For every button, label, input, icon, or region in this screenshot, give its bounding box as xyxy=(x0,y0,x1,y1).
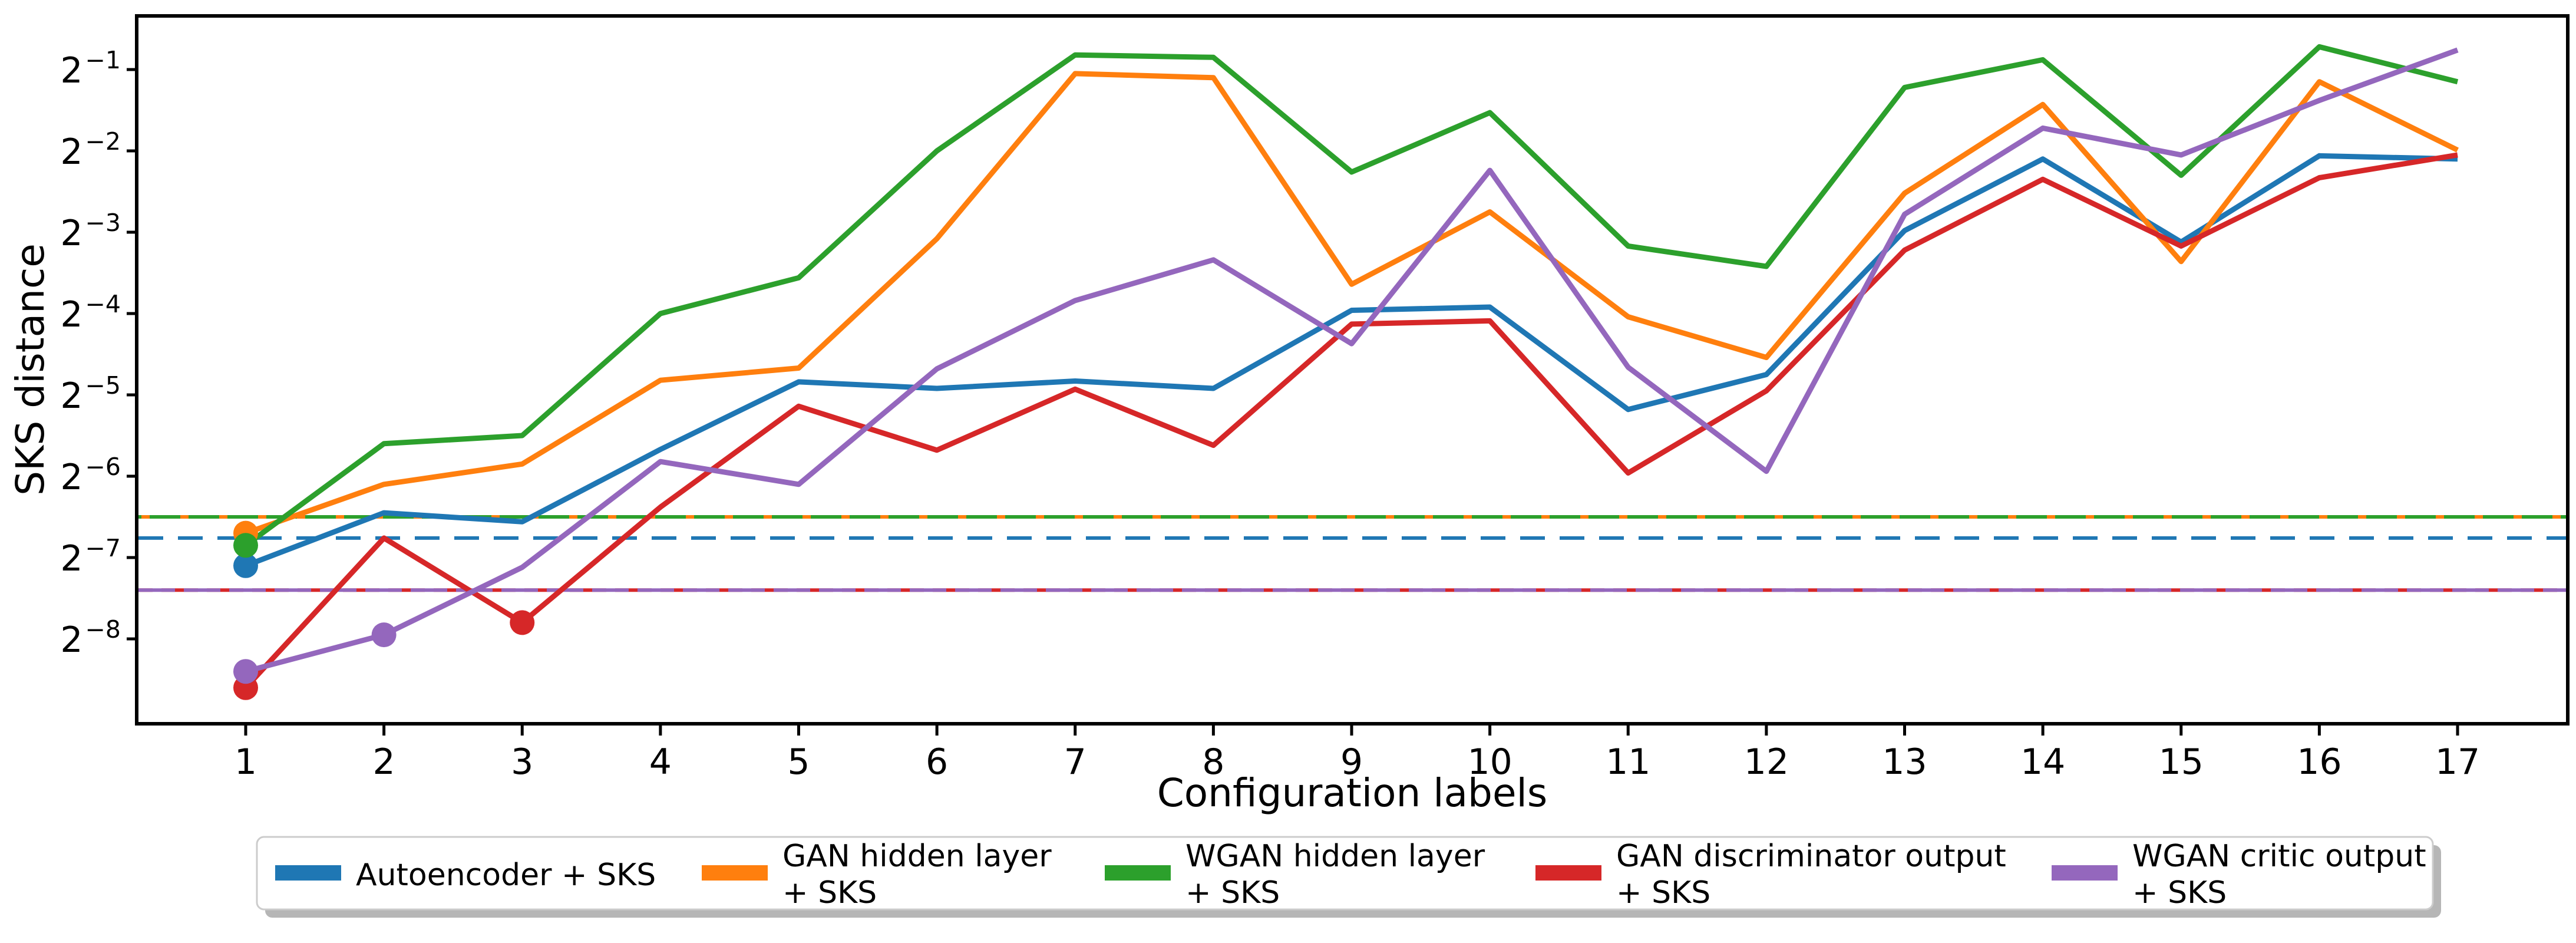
x-tick-label: 7 xyxy=(1064,741,1086,783)
x-tick-label: 3 xyxy=(511,741,533,783)
y-tick-label: 2−1 xyxy=(60,46,121,91)
y-tick-label: 2−5 xyxy=(60,371,121,417)
y-tick-label: 2−6 xyxy=(60,453,121,498)
x-tick-label: 5 xyxy=(787,741,810,783)
legend-box xyxy=(256,836,2434,911)
x-tick-label: 2 xyxy=(373,741,395,783)
baseline-group xyxy=(138,515,2566,592)
legend-swatch-gan-discriminator-output-sks xyxy=(1535,865,1601,881)
x-tick-label: 12 xyxy=(1744,741,1789,783)
y-tick-label: 2−4 xyxy=(60,290,121,335)
x-tick-label: 16 xyxy=(2297,741,2341,783)
legend-swatch-wgan-critic-output-sks xyxy=(2052,865,2118,881)
series-line-wgan-hidden-layer-sks xyxy=(244,44,2459,548)
x-axis-title: Configuration labels xyxy=(1157,770,1548,816)
series-line-wgan-critic-output-sks xyxy=(245,47,2459,674)
y-tick-label: 2−7 xyxy=(60,534,121,579)
x-tick-label: 17 xyxy=(2435,741,2480,783)
x-tick-label: 1 xyxy=(235,741,257,783)
series-line-group xyxy=(243,44,2459,690)
x-tick-label: 11 xyxy=(1606,741,1650,783)
legend-swatch-wgan-hidden-layer-sks xyxy=(1105,865,1171,881)
y-tick-label: 2−8 xyxy=(60,615,121,661)
legend-label-wgan-hidden-layer-sks: + SKS xyxy=(1185,875,1280,911)
series-line-gan-hidden-layer-sks xyxy=(245,71,2459,536)
legend-label-autoencoder-sks: Autoencoder + SKS xyxy=(356,858,656,893)
series-marker-group xyxy=(233,520,535,700)
y-tick-label: 2−2 xyxy=(60,127,121,173)
series-marker-wgan-critic-output-sks xyxy=(233,659,258,684)
legend-label-wgan-critic-output-sks: WGAN critic output xyxy=(2132,839,2426,874)
legend-label-gan-hidden-layer-sks: + SKS xyxy=(782,875,877,911)
series-marker-wgan-hidden-layer-sks xyxy=(233,533,258,558)
series-marker-autoencoder-sks xyxy=(233,553,258,578)
x-tick-label: 13 xyxy=(1882,741,1927,783)
legend-swatch-autoencoder-sks xyxy=(275,865,341,881)
x-tick-label: 8 xyxy=(1202,741,1224,783)
legend-label-gan-hidden-layer-sks: GAN hidden layer xyxy=(782,839,1052,874)
x-tick-label: 15 xyxy=(2159,741,2204,783)
y-tick-label: 2−3 xyxy=(60,209,121,254)
y-axis-title: SKS distance xyxy=(8,243,53,496)
y-axis-ticks: 2−1 2−2 2−3 2−4 2−5 2−6 2−7 2−8 xyxy=(60,46,137,661)
legend-swatch-gan-hidden-layer-sks xyxy=(702,865,768,881)
x-tick-label: 10 xyxy=(1467,741,1512,783)
x-tick-label: 4 xyxy=(649,741,672,783)
legend-label-wgan-critic-output-sks: + SKS xyxy=(2132,875,2227,911)
legend-label-gan-discriminator-output-sks: GAN discriminator output xyxy=(1616,839,2006,874)
legend-label-gan-discriminator-output-sks: + SKS xyxy=(1616,875,1710,911)
series-marker-gan-discriminator-output-sks xyxy=(510,610,535,635)
series-marker-wgan-critic-output-sks xyxy=(371,622,397,648)
x-axis-ticks: 1 2 3 4 5 6 7 8 9 10 11 12 13 14 15 16 17 xyxy=(235,724,2480,783)
plot-border xyxy=(135,14,2570,726)
x-tick-label: 14 xyxy=(2020,741,2065,783)
series-line-gan-discriminator-output-sks xyxy=(243,152,2458,690)
x-tick-label: 9 xyxy=(1340,741,1363,783)
x-tick-label: 6 xyxy=(926,741,948,783)
legend-label-wgan-hidden-layer-sks: WGAN hidden layer xyxy=(1185,839,1485,874)
series-line-autoencoder-sks xyxy=(245,153,2458,569)
